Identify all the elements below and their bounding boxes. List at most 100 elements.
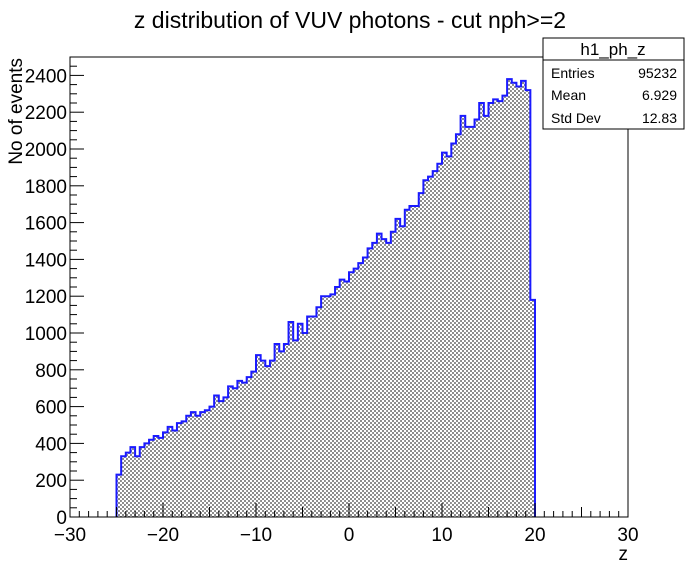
histogram-bar xyxy=(274,344,280,517)
y-axis-title: No of events xyxy=(6,58,27,165)
histogram-bar xyxy=(172,430,177,517)
y-tick-label: 1400 xyxy=(25,250,67,271)
x-tick-label: 30 xyxy=(617,525,638,546)
x-tick-label: 20 xyxy=(524,525,545,546)
histogram-bar xyxy=(186,415,191,517)
histogram-bar xyxy=(516,86,522,517)
histogram-bar xyxy=(135,456,140,517)
histogram-bar xyxy=(325,296,331,517)
stats-box: h1_ph_z Entries 95232 Mean 6.929 Std Dev… xyxy=(542,37,685,130)
histogram-bar xyxy=(479,103,484,517)
histogram-bar xyxy=(269,360,275,517)
histogram-bar xyxy=(409,206,415,518)
histogram-bar xyxy=(428,176,433,517)
y-tick-label: 0 xyxy=(56,508,67,529)
histogram-bar xyxy=(158,437,163,517)
histogram-bar xyxy=(432,171,438,517)
histogram-bar xyxy=(497,101,503,517)
histogram-bar xyxy=(404,209,410,517)
histogram-bar xyxy=(483,115,489,517)
y-tick-label: 200 xyxy=(35,471,67,492)
histogram-bar xyxy=(218,401,224,517)
histogram-bar xyxy=(297,323,303,517)
x-tick-label: −20 xyxy=(147,525,179,546)
histogram-bar xyxy=(358,263,363,517)
histogram-bar xyxy=(418,193,424,517)
histogram-bar xyxy=(339,279,345,517)
y-tick-label: 1800 xyxy=(25,177,67,198)
stats-stddev-value: 12.83 xyxy=(642,110,677,126)
histogram-bar xyxy=(353,268,359,517)
histogram-bar xyxy=(344,281,349,517)
histogram-bar xyxy=(265,366,270,517)
histogram-outline xyxy=(115,78,536,517)
histogram-bar xyxy=(209,406,215,517)
histogram-bar xyxy=(251,371,256,517)
histogram-bar xyxy=(242,382,247,517)
histogram-bar xyxy=(223,397,229,517)
histogram-bar xyxy=(386,242,391,517)
histogram-bar xyxy=(493,99,498,517)
histogram-bar xyxy=(395,218,401,518)
histogram-bar xyxy=(451,143,456,518)
histogram-bar xyxy=(190,412,196,517)
histogram-bar xyxy=(469,126,475,518)
histogram-bar xyxy=(149,439,154,517)
histogram-bar xyxy=(362,257,368,517)
stats-entries-value: 95232 xyxy=(638,65,677,81)
y-tick-label: 1000 xyxy=(25,324,67,345)
y-tick-label: 800 xyxy=(35,361,67,382)
histogram-bar xyxy=(400,226,405,517)
histogram-bar xyxy=(167,426,173,517)
histogram-bar xyxy=(293,340,298,517)
stats-title: h1_ph_z xyxy=(580,40,645,59)
y-tick-label: 1200 xyxy=(25,287,67,308)
histogram-bar xyxy=(195,415,201,517)
histogram-bar xyxy=(181,421,187,517)
histogram-bar xyxy=(316,307,322,517)
y-tick-label: 600 xyxy=(35,398,67,419)
histogram-bar xyxy=(121,456,126,517)
y-tick-label: 400 xyxy=(35,434,67,455)
histogram-bar xyxy=(488,103,494,517)
x-tick-label: −30 xyxy=(54,525,86,546)
histogram-bar xyxy=(367,248,373,518)
histogram-bar xyxy=(507,79,512,517)
histogram-bar xyxy=(474,119,480,517)
histogram-bar xyxy=(390,231,396,518)
histogram-bar xyxy=(423,180,429,517)
histogram-bar xyxy=(130,447,136,517)
histogram-bar xyxy=(246,377,252,517)
histogram-bar xyxy=(455,134,461,517)
x-axis: −30 −20 −10 0 10 20 30 xyxy=(54,503,639,546)
histogram-bar xyxy=(200,412,205,517)
histogram-bar xyxy=(307,316,312,517)
histogram-bar xyxy=(335,287,340,517)
histogram-bar xyxy=(256,355,261,517)
histogram-bar xyxy=(446,156,452,518)
histogram-bar xyxy=(502,95,508,517)
histogram-bar xyxy=(232,388,238,517)
histogram-bar xyxy=(511,82,517,517)
histogram-bar xyxy=(302,333,308,517)
histogram-bar xyxy=(237,380,243,517)
histogram-bar xyxy=(442,152,447,517)
x-axis-title: z xyxy=(619,544,629,565)
histogram-bar xyxy=(214,395,219,517)
histogram-bar xyxy=(311,316,317,517)
y-tick-label: 2400 xyxy=(25,66,67,87)
histogram-bar xyxy=(144,443,150,517)
histogram-bar xyxy=(139,447,145,517)
stats-mean-label: Mean xyxy=(551,87,586,103)
histogram-bar xyxy=(525,90,531,518)
histogram-bar xyxy=(260,360,266,517)
stats-mean-value: 6.929 xyxy=(642,87,677,103)
histogram-bar xyxy=(414,206,419,518)
chart-title: z distribution of VUV photons - cut nph>… xyxy=(134,7,566,33)
histogram-bar xyxy=(372,242,377,517)
histogram-bar xyxy=(279,351,284,517)
y-tick-label: 2000 xyxy=(25,140,67,161)
histogram-bar xyxy=(530,299,535,517)
x-tick-label: 10 xyxy=(431,525,452,546)
